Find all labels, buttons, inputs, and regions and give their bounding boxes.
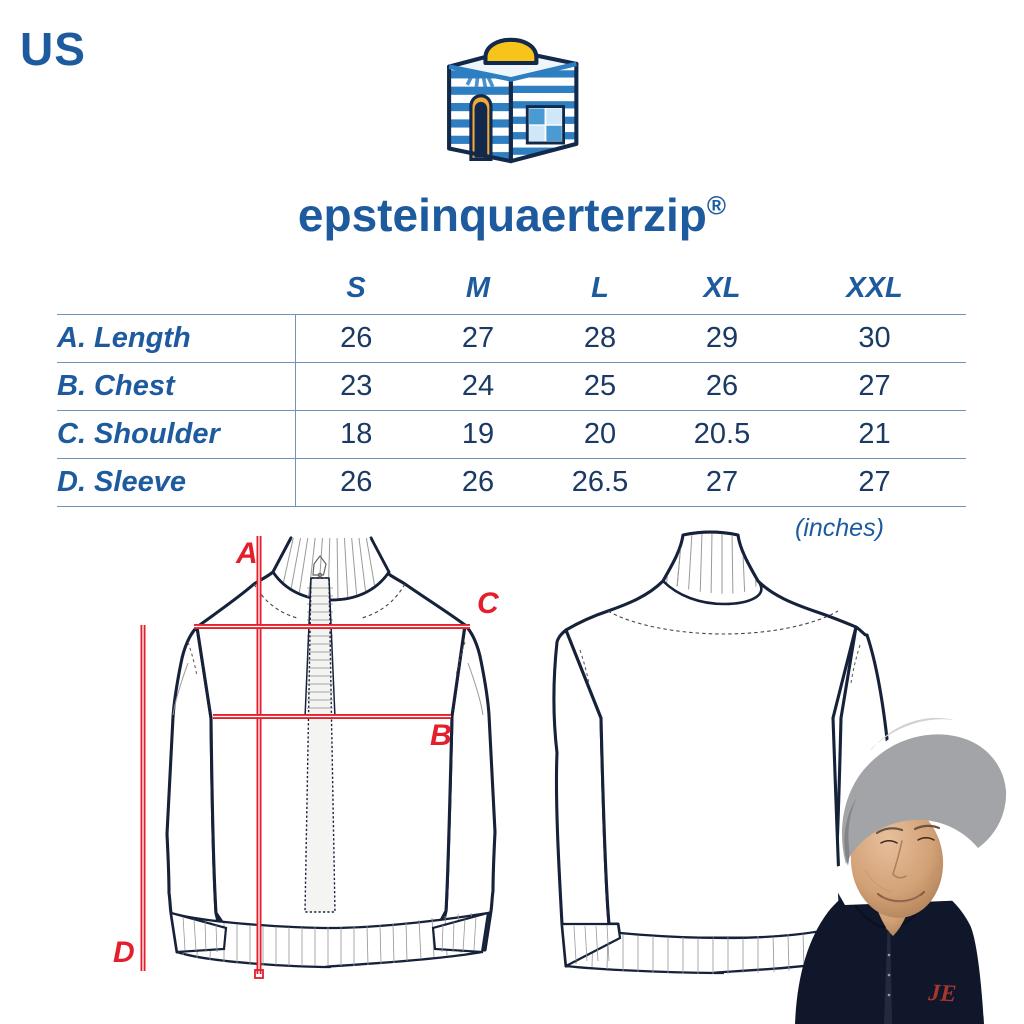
svg-text:JE: JE — [927, 980, 957, 1007]
